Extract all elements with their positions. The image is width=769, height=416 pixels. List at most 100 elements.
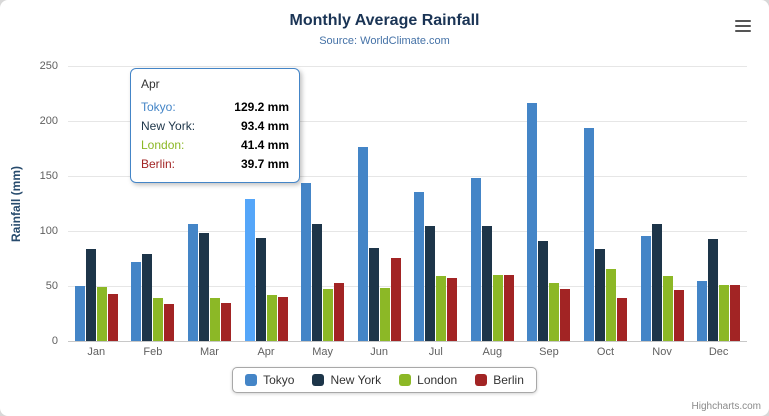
bar-new-york-jun[interactable]	[368, 248, 379, 341]
x-axis-label: Jan	[87, 346, 106, 358]
bar-berlin-mar[interactable]	[220, 303, 231, 341]
bar-berlin-sep[interactable]	[560, 288, 571, 341]
tooltip-series-name: London:	[141, 138, 185, 152]
x-axis-label: Feb	[143, 346, 163, 358]
bars-area	[68, 66, 747, 342]
x-axis-label: Jul	[428, 346, 443, 358]
bar-group-may	[294, 66, 351, 341]
bar-berlin-feb[interactable]	[164, 304, 175, 341]
bar-tokyo-mar[interactable]	[187, 223, 198, 341]
bar-new-york-nov[interactable]	[651, 223, 662, 341]
x-axis-label: Jun	[370, 346, 389, 358]
legend-item-new-york[interactable]: New York	[312, 373, 381, 387]
y-axis-label: 100	[39, 225, 58, 237]
bar-london-may[interactable]	[323, 289, 334, 341]
legend: Tokyo New York London Berlin	[232, 367, 537, 393]
bar-new-york-sep[interactable]	[538, 240, 549, 341]
legend-swatch-london	[399, 374, 412, 386]
hamburger-line	[735, 25, 751, 27]
bar-tokyo-jul[interactable]	[414, 191, 425, 341]
bar-group-jan	[68, 66, 125, 341]
bar-berlin-jun[interactable]	[390, 257, 401, 341]
bar-group-aug	[464, 66, 521, 341]
bar-berlin-jul[interactable]	[447, 277, 458, 341]
bar-tokyo-aug[interactable]	[470, 177, 481, 341]
highcharts-credit[interactable]: Highcharts.com	[691, 401, 761, 412]
bar-new-york-mar[interactable]	[198, 232, 209, 341]
bar-berlin-dec[interactable]	[730, 284, 741, 341]
bar-group-apr	[238, 66, 295, 341]
legend-item-london[interactable]: London	[399, 373, 457, 387]
bar-tokyo-sep[interactable]	[527, 102, 538, 341]
legend-label: Berlin	[493, 373, 524, 387]
x-axis-label: Apr	[257, 346, 275, 358]
legend-swatch-tokyo	[245, 374, 258, 386]
tooltip-series-name: New York:	[141, 119, 196, 133]
bar-london-mar[interactable]	[209, 297, 220, 341]
legend-swatch-new-york	[312, 374, 325, 386]
legend-label: Tokyo	[263, 373, 295, 387]
bar-london-apr[interactable]	[266, 295, 277, 341]
tooltip: Apr Tokyo: 129.2 mm New York: 93.4 mm London…	[130, 68, 300, 183]
y-axis-label: 0	[51, 335, 58, 347]
tooltip-rows: Tokyo: 129.2 mm New York: 93.4 mm London: 41.…	[141, 98, 289, 174]
bar-group-mar	[181, 66, 238, 341]
bar-new-york-dec[interactable]	[708, 239, 719, 341]
tooltip-series-value: 93.4 mm	[240, 119, 289, 133]
bar-london-sep[interactable]	[549, 283, 560, 341]
chart-subtitle: Source: WorldClimate.com	[319, 35, 450, 47]
y-axis-label: 50	[45, 280, 58, 292]
bar-tokyo-oct[interactable]	[583, 127, 594, 341]
legend-item-berlin[interactable]: Berlin	[475, 373, 524, 387]
bar-new-york-jul[interactable]	[425, 225, 436, 341]
tooltip-row: Tokyo: 129.2 mm	[141, 98, 289, 117]
bar-london-aug[interactable]	[492, 275, 503, 341]
bar-tokyo-nov[interactable]	[640, 235, 651, 341]
bar-new-york-aug[interactable]	[481, 226, 492, 341]
bar-london-jun[interactable]	[379, 287, 390, 341]
bar-berlin-nov[interactable]	[673, 289, 684, 341]
bar-berlin-oct[interactable]	[616, 298, 627, 341]
bar-tokyo-apr[interactable]	[244, 198, 255, 341]
bar-berlin-jan[interactable]	[107, 294, 118, 341]
bar-berlin-may[interactable]	[334, 283, 345, 341]
x-axis-label: Dec	[708, 346, 729, 358]
bar-group-sep	[521, 66, 578, 341]
y-axis-label: 150	[39, 170, 58, 182]
bar-london-dec[interactable]	[719, 284, 730, 341]
bar-london-jan[interactable]	[96, 287, 107, 341]
bar-tokyo-jan[interactable]	[74, 286, 85, 341]
bar-group-jul	[407, 66, 464, 341]
bar-new-york-jan[interactable]	[85, 249, 96, 341]
bar-new-york-may[interactable]	[312, 224, 323, 341]
legend-item-tokyo[interactable]: Tokyo	[245, 373, 294, 387]
bar-group-oct	[577, 66, 634, 341]
bar-new-york-feb[interactable]	[142, 254, 153, 341]
bar-tokyo-feb[interactable]	[131, 262, 142, 341]
x-axis-label: Aug	[482, 346, 503, 358]
tooltip-series-name: Tokyo:	[141, 100, 176, 114]
y-axis-label: 200	[39, 115, 58, 127]
bar-london-nov[interactable]	[662, 275, 673, 341]
tooltip-row: Berlin: 39.7 mm	[141, 155, 289, 174]
bar-tokyo-jun[interactable]	[357, 147, 368, 341]
bar-tokyo-dec[interactable]	[697, 281, 708, 341]
hamburger-icon[interactable]	[730, 15, 756, 37]
bar-new-york-apr[interactable]	[255, 238, 266, 341]
bar-tokyo-may[interactable]	[301, 182, 312, 341]
y-axis-labels: 0 50 100 150 200 250	[0, 60, 58, 347]
hamburger-line	[735, 30, 751, 32]
bar-group-jun	[351, 66, 408, 341]
bar-group-dec	[690, 66, 747, 341]
bar-london-feb[interactable]	[153, 298, 164, 341]
bar-new-york-oct[interactable]	[594, 249, 605, 341]
tooltip-header: Apr	[141, 77, 160, 91]
bar-london-oct[interactable]	[605, 269, 616, 341]
tooltip-row: London: 41.4 mm	[141, 136, 289, 155]
bar-london-jul[interactable]	[436, 276, 447, 341]
bar-group-nov	[634, 66, 691, 341]
bar-berlin-aug[interactable]	[503, 274, 514, 341]
x-axis-label: Nov	[652, 346, 672, 358]
bar-berlin-apr[interactable]	[277, 297, 288, 341]
